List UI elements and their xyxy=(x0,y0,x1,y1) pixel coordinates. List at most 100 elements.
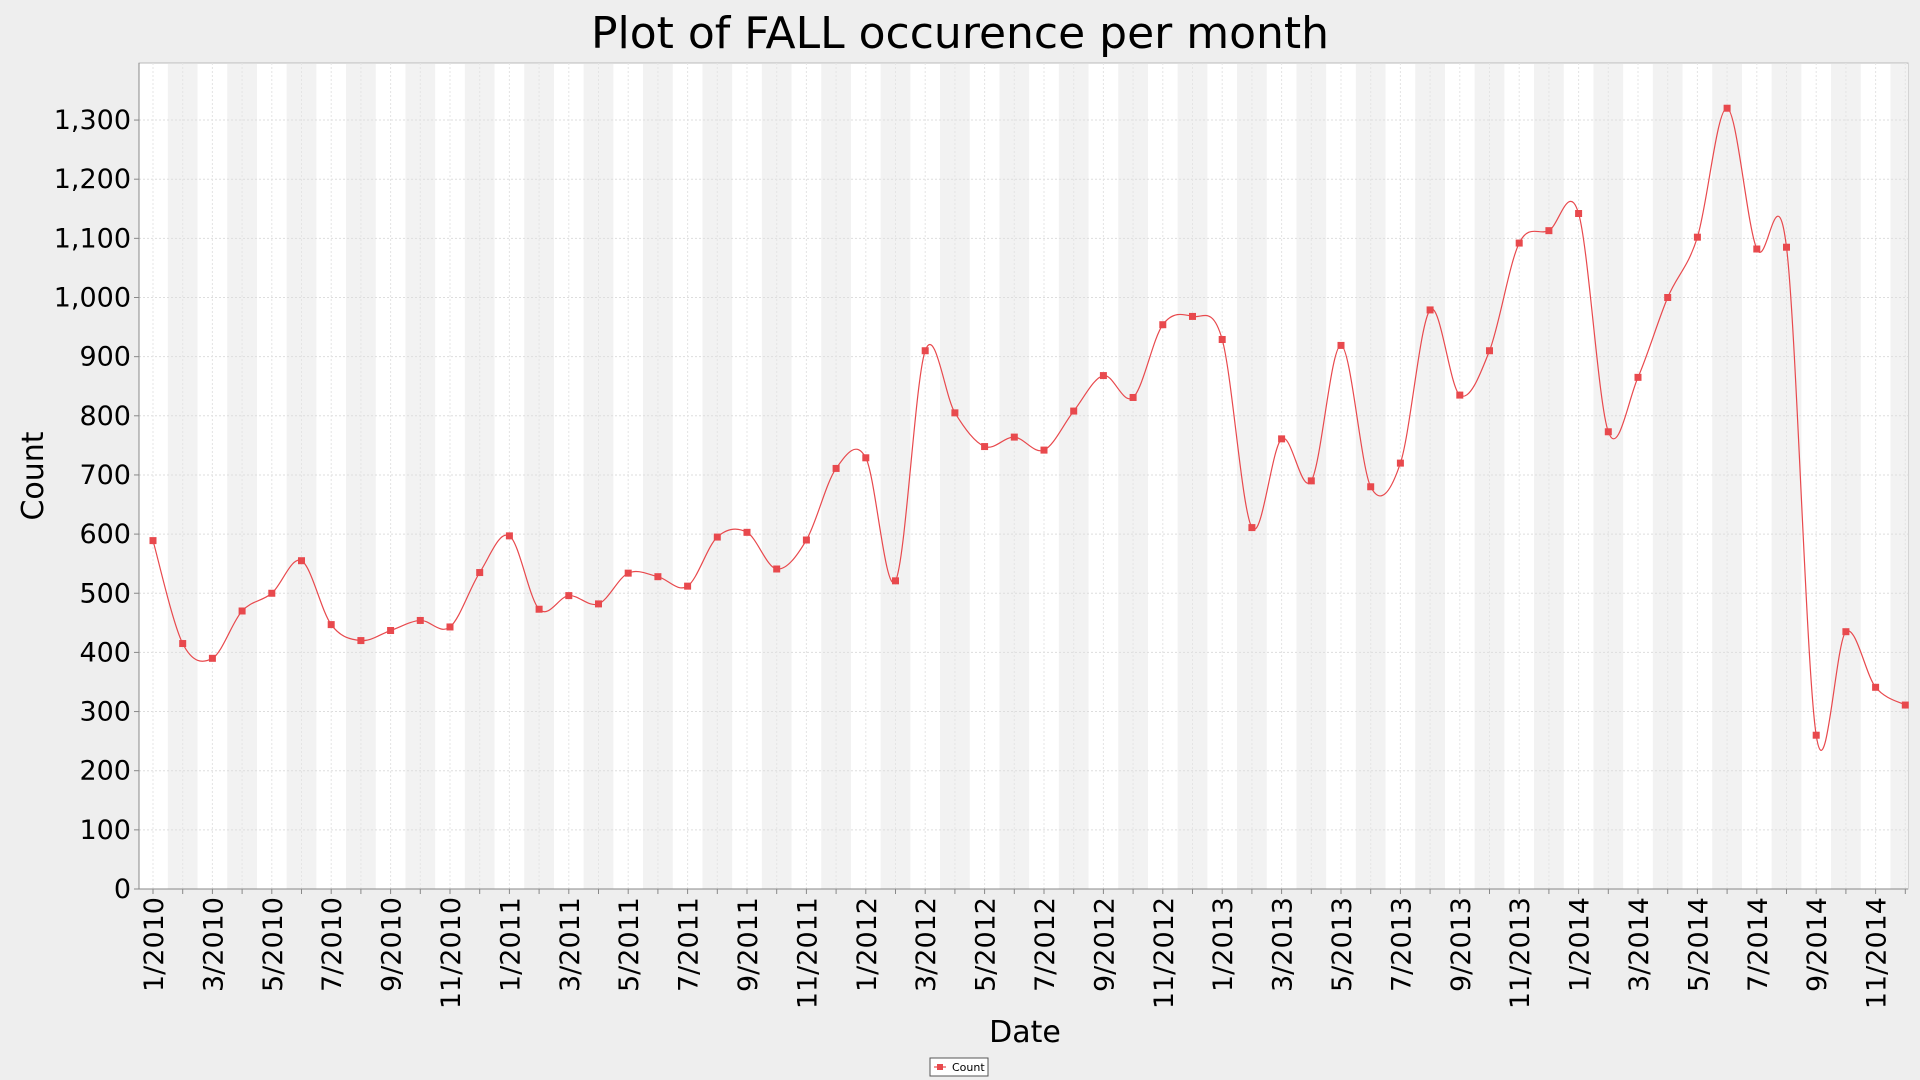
data-point xyxy=(1218,335,1226,343)
x-tick-label: 3/2011 xyxy=(555,897,586,992)
data-point xyxy=(476,569,484,577)
y-tick-label: 1,100 xyxy=(54,223,131,254)
data-point xyxy=(446,623,454,631)
data-point xyxy=(743,528,751,536)
y-tick-label: 500 xyxy=(79,578,131,609)
x-tick-label: 5/2012 xyxy=(971,897,1002,992)
y-tick-label: 200 xyxy=(79,756,131,787)
data-point xyxy=(1278,435,1286,443)
x-axis-label: Date xyxy=(989,1015,1061,1050)
y-tick-label: 100 xyxy=(79,815,131,846)
data-point xyxy=(1456,391,1464,399)
x-tick-label: 1/2012 xyxy=(852,897,883,992)
data-point xyxy=(1040,446,1048,454)
plot-area xyxy=(138,62,1909,890)
data-point xyxy=(327,621,335,629)
data-point xyxy=(684,582,692,590)
data-point xyxy=(951,409,959,417)
data-point xyxy=(1575,210,1583,218)
x-tick-label: 3/2014 xyxy=(1624,897,1655,992)
data-point xyxy=(1396,459,1404,467)
y-tick-label: 1,300 xyxy=(54,105,131,136)
data-point xyxy=(1129,393,1137,401)
y-tick-label: 400 xyxy=(79,637,131,668)
data-point xyxy=(1248,524,1256,532)
data-point xyxy=(921,347,929,355)
y-axis: 0 100 200 300 400 500 600 700 800 900 1,000 1,100 1,… xyxy=(54,63,140,905)
data-point xyxy=(1189,312,1196,320)
x-tick-label: 11/2013 xyxy=(1505,897,1536,1009)
data-point xyxy=(1812,731,1820,739)
y-tick-label: 1,000 xyxy=(54,283,131,314)
x-tick-label: 3/2010 xyxy=(198,897,229,992)
y-tick-label: 0 xyxy=(114,874,131,905)
data-point xyxy=(1426,306,1434,314)
x-tick-label: 7/2014 xyxy=(1743,897,1774,992)
data-point xyxy=(1010,433,1018,441)
data-point xyxy=(268,589,276,597)
data-point xyxy=(1693,233,1701,241)
data-point xyxy=(1753,245,1761,253)
data-point xyxy=(832,464,840,472)
x-tick-label: 7/2011 xyxy=(674,897,705,992)
y-tick-label: 900 xyxy=(79,342,131,373)
data-point xyxy=(208,654,216,662)
data-point xyxy=(1486,347,1493,355)
legend: Count xyxy=(929,1057,989,1077)
data-point xyxy=(1099,372,1107,380)
x-tick-label: 3/2013 xyxy=(1268,897,1299,992)
x-tick-label: 11/2014 xyxy=(1862,897,1893,1009)
y-tick-label: 300 xyxy=(79,697,131,728)
data-point xyxy=(624,569,632,577)
data-point xyxy=(1842,628,1850,636)
x-tick-label: 5/2014 xyxy=(1683,897,1714,992)
data-point xyxy=(1337,341,1345,349)
data-point xyxy=(149,537,157,545)
data-point xyxy=(892,577,899,585)
data-point xyxy=(1872,683,1880,691)
x-tick-label: 1/2010 xyxy=(139,897,170,992)
data-point xyxy=(1545,227,1553,235)
y-tick-label: 800 xyxy=(79,401,131,432)
x-tick-label: 9/2012 xyxy=(1089,897,1120,992)
data-point xyxy=(862,454,870,462)
data-point xyxy=(1901,701,1909,709)
data-point xyxy=(416,616,424,624)
data-point xyxy=(179,640,187,648)
data-point xyxy=(981,443,989,451)
data-point xyxy=(1367,483,1375,491)
data-point xyxy=(1634,373,1642,381)
data-point xyxy=(387,627,395,635)
x-tick-label: 1/2014 xyxy=(1565,897,1596,992)
x-tick-label: 11/2010 xyxy=(436,897,467,1009)
data-point xyxy=(595,600,602,608)
x-tick-label: 5/2010 xyxy=(258,897,289,992)
x-tick-label: 1/2013 xyxy=(1208,897,1239,992)
x-tick-label: 5/2013 xyxy=(1327,897,1358,992)
legend-entry-count: Count xyxy=(952,1061,985,1074)
y-axis-label: Count xyxy=(16,431,51,520)
data-point xyxy=(802,536,810,544)
x-axis: 1/2010 3/2010 5/2010 7/2010 9/2010 11/2010 1/2… xyxy=(139,888,1908,1009)
data-point xyxy=(535,605,543,613)
data-point xyxy=(1723,104,1731,112)
gridlines xyxy=(139,63,1908,889)
data-point xyxy=(1515,239,1523,247)
data-point xyxy=(1664,294,1672,301)
data-point xyxy=(357,637,365,645)
x-tick-label: 3/2012 xyxy=(911,897,942,992)
data-point xyxy=(1159,321,1167,329)
data-point xyxy=(773,565,781,573)
data-point xyxy=(654,573,662,581)
data-point xyxy=(1783,243,1790,251)
data-point xyxy=(1307,477,1315,485)
data-point xyxy=(1604,428,1612,436)
y-tick-label: 700 xyxy=(79,460,131,491)
data-point xyxy=(713,533,721,541)
x-tick-label: 7/2010 xyxy=(317,897,348,992)
x-tick-label: 5/2011 xyxy=(614,897,645,992)
data-point xyxy=(298,557,305,565)
month-band xyxy=(1890,64,1908,889)
x-tick-label: 7/2013 xyxy=(1386,897,1417,992)
